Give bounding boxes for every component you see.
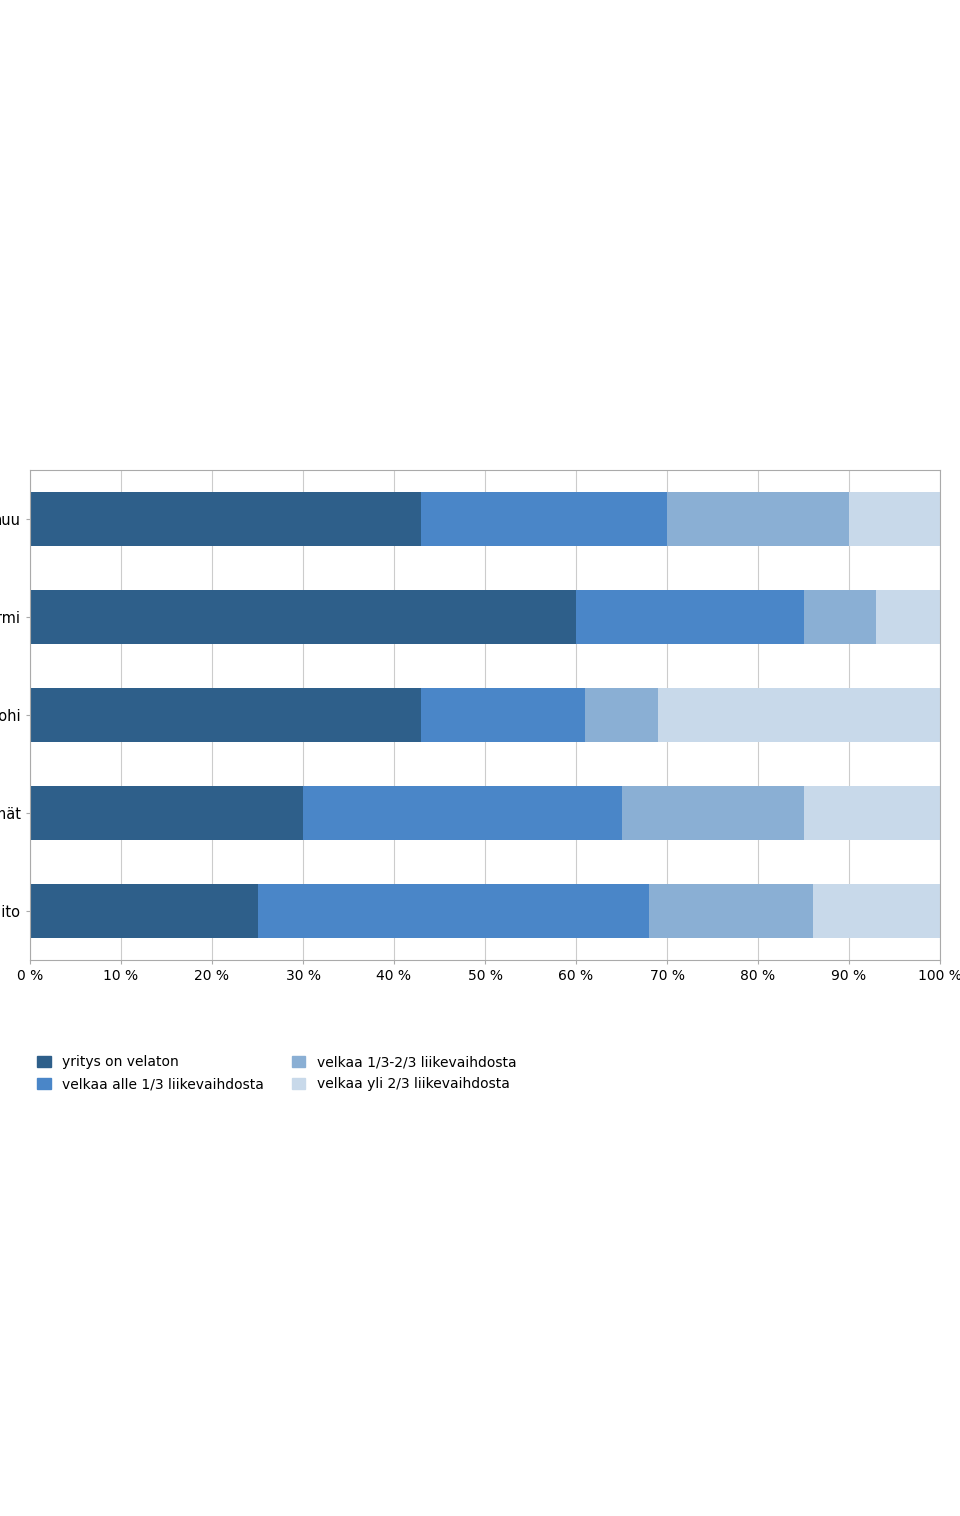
Bar: [649, 884, 812, 938]
Bar: [576, 590, 804, 644]
Bar: [30, 493, 421, 546]
Legend: yritys on velaton, velkaa alle 1/3 liikevaihdosta, velkaa 1/3-2/3 liikevaihdosta: yritys on velaton, velkaa alle 1/3 liike…: [36, 1055, 516, 1092]
Bar: [876, 590, 940, 644]
Bar: [303, 787, 621, 840]
Bar: [30, 787, 303, 840]
Bar: [658, 688, 940, 741]
Bar: [585, 688, 658, 741]
Bar: [421, 688, 585, 741]
Bar: [812, 884, 940, 938]
Bar: [30, 688, 421, 741]
Bar: [30, 884, 257, 938]
Bar: [804, 787, 940, 840]
Bar: [621, 787, 804, 840]
Bar: [257, 884, 649, 938]
Bar: [849, 493, 940, 546]
Bar: [30, 590, 576, 644]
Bar: [421, 493, 667, 546]
Bar: [804, 590, 876, 644]
Bar: [667, 493, 849, 546]
